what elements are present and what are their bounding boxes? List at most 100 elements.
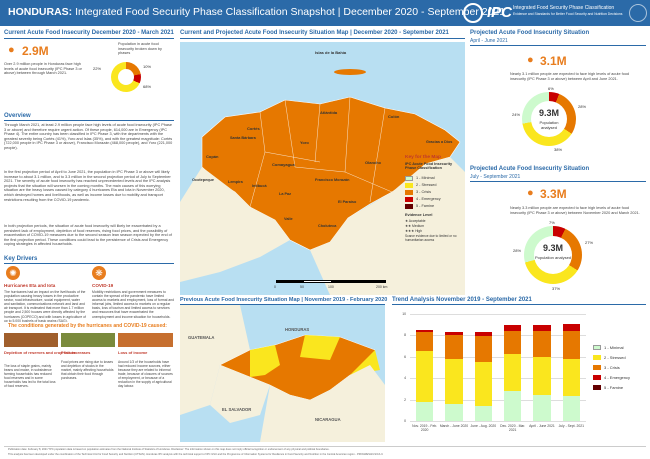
footer-divider [4, 446, 646, 447]
trend-y-tick: 10 [402, 312, 406, 316]
trend-x-tick: March - June 2020 [439, 424, 469, 428]
trend-bar-segment [533, 395, 551, 421]
trend-bar-segment [445, 358, 463, 404]
projected2-divider [470, 181, 646, 182]
trend-bar-segment [562, 331, 581, 359]
projected2-big: 3.3M [540, 187, 567, 201]
key-phase3: 3 - Crisis [405, 190, 461, 196]
prev-map-svg [180, 305, 385, 442]
cond-depletion-text: The loss of staple grains, mainly beans … [4, 364, 56, 388]
prev-guatemala-land [180, 305, 250, 415]
prev-label-nicaragua: NICARAGUA [315, 417, 341, 422]
prev-label-guatemala: GUATEMALA [188, 335, 215, 340]
trend-gridline [410, 335, 586, 336]
projected2-pct-a: 7% [549, 220, 555, 225]
trend-bar-segment [445, 403, 463, 421]
map-label-francisco-morazan: Francisco Morazán [315, 178, 350, 182]
map-label-santa-barbara: Santa Bárbara [230, 136, 256, 140]
map-label-gracias: Gracias a Dios [426, 140, 453, 144]
projected1-pct-d: 38% [554, 147, 563, 152]
projected1-title: Projected Acute Food Insecurity Situatio… [470, 30, 590, 36]
projected1-big: 3.1M [540, 54, 567, 68]
key-note: Scarce evidence due to limited or no hum… [405, 234, 457, 242]
prev-stressed-areas [250, 335, 380, 377]
key-phase1: 1 - Minimal [405, 176, 461, 182]
prev-label-honduras: HONDURAS [285, 327, 310, 332]
overview-title: Overview [4, 113, 31, 119]
trend-bar-segment [445, 335, 463, 359]
header-bar: HONDURAS: Integrated Food Security Phase… [0, 0, 650, 26]
current-map-divider [180, 38, 465, 39]
projected2-pct-d: 37% [552, 286, 561, 291]
globe-icon [629, 4, 647, 22]
trend-bar-segment [503, 331, 522, 354]
current-big-number: 2.9M [22, 44, 49, 58]
current-divider [4, 38, 174, 39]
projected1-divider [470, 45, 646, 46]
projected2-title: Projected Acute Food Insecurity Situatio… [470, 166, 590, 172]
prev-map-title: Previous Acute Food Insecurity Situation… [180, 297, 388, 303]
projected1-pct-c: 24% [512, 112, 521, 117]
driver-hurricanes-text: The hurricanes had an impact on the live… [4, 290, 86, 322]
trend-bar-segment [445, 332, 463, 336]
ipc-full-name: Integrated Food Security Phase Classific… [513, 5, 615, 11]
map-label-cortes: Cortés [247, 126, 260, 131]
current-pct-phase3: 22% [93, 66, 102, 71]
map-label-lempira: Lempira [228, 180, 243, 184]
driver-covid-title: COVID-19 [92, 283, 114, 288]
current-map-title: Current and Projected Acute Food Insecur… [180, 30, 449, 36]
trend-bar-segment [415, 330, 434, 333]
current-donut [111, 62, 141, 92]
previous-situation-map[interactable]: HONDURAS GUATEMALA EL SALVADOR NICARAGUA [180, 305, 385, 442]
map-label-copan: Copán [206, 154, 219, 159]
trend-bar-segment [533, 324, 551, 332]
footer-line-1: Publication date: February 8, 2021 *IPC … [8, 448, 330, 451]
projected1-pct-a: 6% [548, 86, 554, 91]
trend-gridline [410, 399, 586, 401]
projected1-donut: 9.3M Population analysed [522, 92, 576, 146]
map-label-el-paraiso: El Paraíso [338, 200, 357, 204]
trend-bar-segment [503, 353, 522, 392]
map-label-yoro: Yoro [300, 140, 309, 145]
income-photo [118, 333, 173, 347]
trend-bar-segment [474, 406, 493, 421]
trend-y-tick: 8 [404, 333, 406, 338]
overview-paragraph-2: In the first projection period of April … [4, 170, 171, 202]
trend-y-tick: 0 [404, 419, 406, 423]
ipc-wordmark: IPC [487, 4, 513, 21]
current-situation-map[interactable]: Islas de la Bahía Atlántida Colón Cortés… [180, 42, 465, 295]
neighbor-land [180, 167, 290, 282]
bay-islands [334, 69, 366, 75]
trend-bar-segment [533, 356, 551, 396]
virus-icon: ❋ [92, 266, 106, 280]
drivers-title: Key Drivers [4, 256, 38, 262]
map-label-islas: Islas de la Bahía [315, 50, 347, 55]
projected2-pct-b: 27% [585, 240, 594, 245]
current-pct-phase4: 10% [143, 64, 152, 69]
current-title: Current Acute Food Insecurity December 2… [4, 30, 174, 36]
projected2-period: July - September 2021 [470, 174, 521, 180]
cond-income-text: Around 1/3 of the households have had re… [118, 360, 173, 388]
person-icon-2: ● [527, 54, 534, 66]
driver-hurricanes-title: Hurricanes Eta and Iota [4, 283, 56, 288]
key-phase5: 5 - Famine [405, 204, 461, 210]
key-evidence-3: ★★★ High [405, 229, 423, 233]
scale-100: 100 [328, 285, 334, 289]
trend-y-tick: 2 [404, 397, 406, 402]
trend-y-tick: 6 [404, 354, 406, 359]
key-evidence-2: ★★ Medium [405, 224, 425, 228]
map-label-ocotepeque: Ocotepeque [192, 178, 214, 182]
trend-title: Trend Analysis November 2019 - September… [392, 297, 532, 303]
trend-chart: 10 8 6 4 2 0 Nov. 2019 - Feb. 2020 March - June… [392, 308, 590, 443]
cond-depletion-title: Depletion of reserves and crop failure [4, 350, 76, 355]
current-intro: Over 2.9 million people in Honduras face… [4, 62, 82, 76]
map-label-comayagua: Comayagua [272, 162, 295, 167]
map-label-la-paz: La Paz [279, 192, 292, 196]
ipc-tagline: Evidence and Standards for Better Food S… [513, 12, 623, 16]
trend-bar-segment [562, 396, 581, 421]
trend-bar-segment [474, 332, 493, 337]
person-icon-3: ● [527, 187, 534, 199]
trend-bar-segment [503, 324, 522, 332]
department-borders [249, 96, 393, 208]
key-evidence-1: ★ Acceptable [405, 219, 426, 223]
